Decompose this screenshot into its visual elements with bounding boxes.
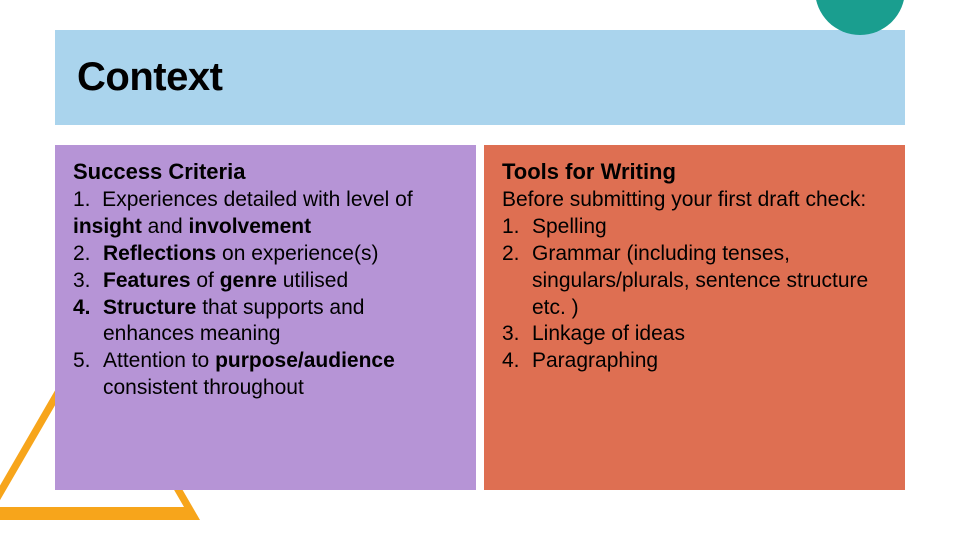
list-number: 4. [502, 348, 532, 375]
list-text: Features of genre utilised [103, 268, 458, 295]
list-number: 2. [502, 241, 532, 322]
list-item: 1.Spelling [502, 214, 887, 241]
page-title: Context [77, 55, 222, 100]
list-text: Attention to purpose/audience consistent… [103, 348, 458, 402]
list-text: Spelling [532, 214, 887, 241]
success-criteria-panel: Success Criteria 1. Experiences detailed… [55, 145, 476, 490]
list-item: 3.Linkage of ideas [502, 321, 887, 348]
list-text: Reflections on experience(s) [103, 241, 458, 268]
success-criteria-list: 1. Experiences detailed with level of in… [73, 187, 458, 402]
content-columns: Success Criteria 1. Experiences detailed… [55, 145, 905, 490]
list-number: 4. [73, 295, 103, 349]
list-item: 3.Features of genre utilised [73, 268, 458, 295]
list-number: 2. [73, 241, 103, 268]
tools-list: 1.Spelling2.Grammar (including tenses, s… [502, 214, 887, 375]
tools-intro: Before submitting your first draft check… [502, 187, 887, 214]
list-text: Grammar (including tenses, singulars/plu… [532, 241, 887, 322]
header-band: Context [55, 30, 905, 125]
tools-heading: Tools for Writing [502, 159, 887, 185]
list-number: 1. [502, 214, 532, 241]
list-item: 2.Grammar (including tenses, singulars/p… [502, 241, 887, 322]
list-item: 5.Attention to purpose/audience consiste… [73, 348, 458, 402]
list-number: 3. [73, 268, 103, 295]
list-text: Structure that supports and enhances mea… [103, 295, 458, 349]
list-item: 4.Paragraphing [502, 348, 887, 375]
success-criteria-heading: Success Criteria [73, 159, 458, 185]
list-number: 5. [73, 348, 103, 402]
list-text: Linkage of ideas [532, 321, 887, 348]
list-item: 1. Experiences detailed with level of in… [73, 187, 458, 241]
tools-body: Before submitting your first draft check… [502, 187, 887, 375]
tools-panel: Tools for Writing Before submitting your… [484, 145, 905, 490]
list-text: Paragraphing [532, 348, 887, 375]
list-item: 2.Reflections on experience(s) [73, 241, 458, 268]
list-number: 3. [502, 321, 532, 348]
list-item: 4.Structure that supports and enhances m… [73, 295, 458, 349]
